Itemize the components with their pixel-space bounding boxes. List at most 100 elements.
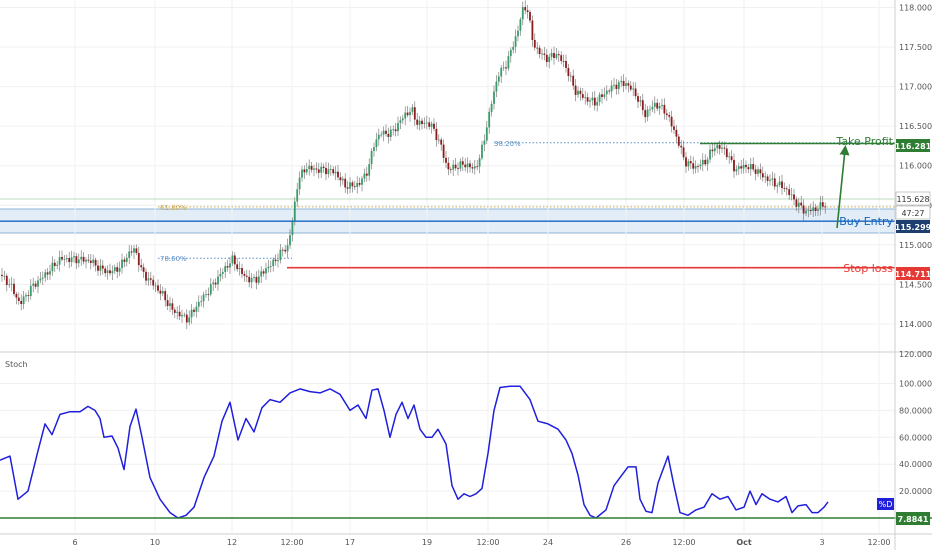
candle-body (766, 176, 769, 181)
candle-body (365, 173, 368, 176)
candle-body (356, 182, 359, 187)
stoch-series-badge (877, 498, 894, 510)
candle-body (548, 56, 551, 63)
candle-body (185, 314, 188, 323)
candle-body (567, 67, 570, 76)
candle-body (425, 122, 428, 124)
candle-body (188, 317, 191, 323)
candle-body (459, 161, 462, 169)
candle-body (394, 129, 397, 132)
candle-body (490, 103, 493, 112)
candle-body (646, 109, 649, 118)
candle-body (800, 202, 803, 206)
candle-body (44, 272, 47, 278)
candle-body (380, 134, 383, 136)
candle-body (373, 147, 375, 151)
candle-body (634, 88, 637, 97)
candle-body (428, 122, 431, 127)
candle-body (226, 266, 229, 268)
candle-body (116, 267, 119, 272)
candle-body (697, 165, 699, 167)
candle-body (718, 145, 721, 149)
candle-body (769, 179, 771, 181)
candle-body (157, 285, 159, 291)
candle-body (805, 210, 807, 214)
candle-body (793, 194, 795, 200)
candle-body (687, 161, 690, 167)
candle-body (517, 30, 519, 37)
price-tick-label: 117.500 (899, 43, 932, 52)
candle-body (152, 279, 155, 286)
candle-body (101, 265, 104, 269)
time-tick-label: 12:00 (672, 538, 695, 547)
candle-body (169, 303, 171, 306)
candle-body (303, 169, 306, 173)
candle-body (49, 271, 51, 275)
candle-body (821, 202, 824, 207)
candle-body (740, 166, 743, 169)
candle-body (61, 256, 63, 260)
candle-body (363, 173, 366, 179)
candle-body (140, 265, 143, 268)
candle-body (644, 110, 647, 118)
candle-body (457, 168, 459, 169)
candle-body (716, 145, 719, 149)
candle-body (339, 177, 342, 181)
candle-body (22, 296, 25, 305)
candle-body (569, 75, 572, 77)
candle-body (795, 199, 798, 207)
current-price-badge (895, 191, 931, 206)
candle-body (10, 283, 13, 285)
candle-body (315, 168, 318, 170)
candle-body (605, 90, 608, 95)
candle-body (137, 252, 140, 266)
candle-body (284, 249, 287, 252)
candle-body (1, 274, 3, 277)
time-tick-label: 6 (72, 538, 77, 547)
candle-body (193, 309, 195, 312)
candle-body (397, 122, 399, 132)
candle-body (783, 188, 786, 189)
candle-body (656, 102, 659, 109)
candle-body (385, 130, 387, 134)
candle-body (615, 84, 618, 89)
candle-body (617, 82, 620, 89)
candle-body (277, 260, 279, 262)
candle-body (433, 123, 435, 129)
candle-body (577, 90, 579, 95)
candle-body (622, 80, 625, 86)
candle-body (483, 140, 486, 145)
current-price-text: 115.628 (896, 195, 929, 204)
candle-body (236, 264, 239, 270)
buy-entry-price-text: 115.299 (895, 223, 932, 232)
price-tick-label: 118.000 (899, 4, 932, 13)
candle-body (514, 36, 517, 47)
candle-body (694, 165, 697, 169)
candle-body (658, 105, 661, 109)
candle-body (346, 187, 349, 189)
candle-body (701, 159, 704, 165)
candle-body (305, 169, 308, 173)
fib-level-label: 78.60% (160, 255, 187, 263)
candle-body (123, 259, 126, 262)
candle-body (89, 260, 92, 263)
candle-body (579, 90, 582, 95)
candle-body (706, 159, 709, 165)
candle-body (51, 262, 54, 272)
candle-body (761, 173, 764, 178)
candle-body (289, 235, 291, 246)
candle-body (17, 297, 20, 301)
price-tick-label: 115.000 (899, 241, 932, 250)
candle-body (202, 294, 205, 302)
candle-body (495, 81, 498, 92)
candle-body (291, 220, 294, 236)
candle-body (229, 263, 231, 268)
candle-body (25, 295, 27, 297)
candle-body (790, 194, 793, 196)
candle-body (301, 169, 303, 178)
candle-body (320, 166, 323, 173)
candle-body (500, 67, 503, 77)
candle-body (797, 202, 800, 207)
candle-body (322, 166, 325, 168)
